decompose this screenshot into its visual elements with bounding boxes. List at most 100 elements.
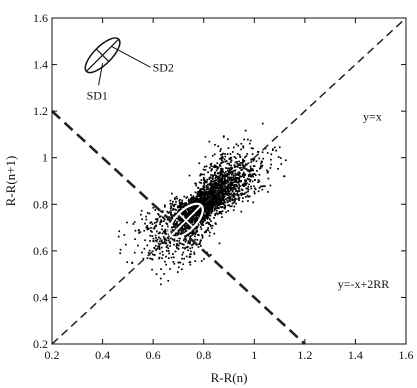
scatter-point	[149, 240, 151, 242]
scatter-point	[189, 220, 191, 223]
scatter-point	[229, 185, 232, 188]
scatter-point	[184, 237, 187, 240]
scatter-point	[164, 232, 167, 235]
scatter-point	[215, 179, 218, 182]
scatter-point	[177, 248, 180, 250]
scatter-point	[180, 204, 183, 207]
scatter-point	[205, 203, 208, 206]
x-tick-label: 1.2	[297, 348, 312, 362]
scatter-point	[224, 170, 227, 173]
scatter-point	[167, 257, 170, 259]
scatter-point	[219, 163, 221, 166]
scatter-point	[239, 167, 241, 169]
scatter-point	[242, 159, 245, 162]
scatter-point	[280, 163, 283, 165]
scatter-point	[182, 213, 184, 215]
scatter-point	[159, 252, 161, 255]
scatter-point	[203, 218, 206, 221]
scatter-point	[223, 182, 226, 185]
scatter-point	[208, 214, 211, 216]
scatter-point	[198, 198, 201, 200]
scatter-point	[250, 175, 252, 178]
scatter-point	[235, 178, 237, 180]
scatter-point	[173, 225, 175, 228]
scatter-point	[214, 181, 216, 184]
scatter-point	[165, 246, 168, 249]
axis-ticks: 0.2 0.4 0.6 0.8 1 1.2 1.4 1.6 0.2 0.4 0.6 0.8 1 1.2 1.…	[33, 11, 414, 362]
scatter-point	[235, 180, 238, 182]
scatter-point	[221, 176, 223, 179]
scatter-point	[247, 186, 250, 188]
scatter-point	[176, 220, 178, 223]
y-tick-label: 0.6	[33, 244, 48, 258]
scatter-point	[218, 210, 221, 213]
scatter-point	[196, 198, 199, 201]
scatter-point	[196, 230, 199, 233]
scatter-point	[212, 193, 214, 196]
scatter-point	[185, 215, 188, 218]
scatter-point	[234, 157, 237, 159]
scatter-point	[219, 164, 222, 167]
scatter-point	[205, 231, 208, 233]
scatter-point	[214, 212, 217, 215]
scatter-point	[191, 243, 194, 246]
scatter-point	[159, 223, 161, 226]
scatter-point	[238, 190, 241, 192]
scatter-point	[150, 230, 152, 232]
scatter-point	[267, 177, 270, 180]
scatter-point	[228, 162, 230, 165]
scatter-point	[231, 189, 234, 191]
scatter-point	[204, 210, 207, 213]
scatter-point	[221, 188, 223, 190]
scatter-point	[233, 177, 235, 180]
scatter-point	[247, 169, 249, 172]
scatter-point	[126, 221, 128, 224]
scatter-point	[228, 184, 230, 187]
scatter-point	[218, 181, 221, 183]
scatter-point	[215, 204, 218, 206]
scatter-point	[203, 183, 206, 185]
sd-legend: SD2 SD1	[84, 37, 174, 102]
scatter-point	[199, 241, 201, 244]
scatter-point	[203, 195, 205, 197]
scatter-point	[205, 230, 208, 232]
scatter-point	[228, 195, 231, 198]
scatter-point	[222, 190, 225, 192]
scatter-point	[217, 172, 220, 175]
scatter-point	[183, 212, 186, 215]
scatter-point	[239, 164, 242, 166]
scatter-point	[228, 176, 231, 179]
scatter-point	[246, 187, 249, 190]
scatter-point	[203, 198, 205, 201]
scatter-point	[224, 201, 227, 204]
scatter-point	[152, 237, 155, 240]
y-tick-label: 1.2	[33, 104, 48, 118]
scatter-point	[191, 215, 193, 217]
scatter-point	[144, 239, 146, 242]
scatter-point	[204, 199, 207, 202]
scatter-point	[195, 205, 197, 208]
scatter-point	[219, 174, 221, 177]
scatter-point	[215, 169, 218, 172]
scatter-point	[252, 173, 255, 175]
scatter-point	[217, 180, 219, 183]
scatter-point	[226, 190, 228, 193]
scatter-point	[214, 200, 217, 203]
scatter-point	[166, 218, 169, 221]
scatter-point	[185, 255, 188, 258]
scatter-point	[189, 221, 191, 224]
scatter-point	[213, 232, 216, 235]
scatter-point	[249, 139, 252, 142]
scatter-point	[155, 221, 158, 224]
scatter-point	[153, 254, 156, 256]
scatter-point	[242, 197, 244, 199]
scatter-point	[194, 238, 196, 241]
scatter-point	[218, 207, 220, 209]
scatter-point	[245, 191, 248, 194]
scatter-point	[195, 218, 198, 220]
scatter-point	[257, 150, 260, 153]
scatter-point	[231, 202, 234, 205]
scatter-point	[172, 221, 175, 224]
scatter-point	[150, 227, 152, 229]
scatter-point	[191, 246, 194, 249]
